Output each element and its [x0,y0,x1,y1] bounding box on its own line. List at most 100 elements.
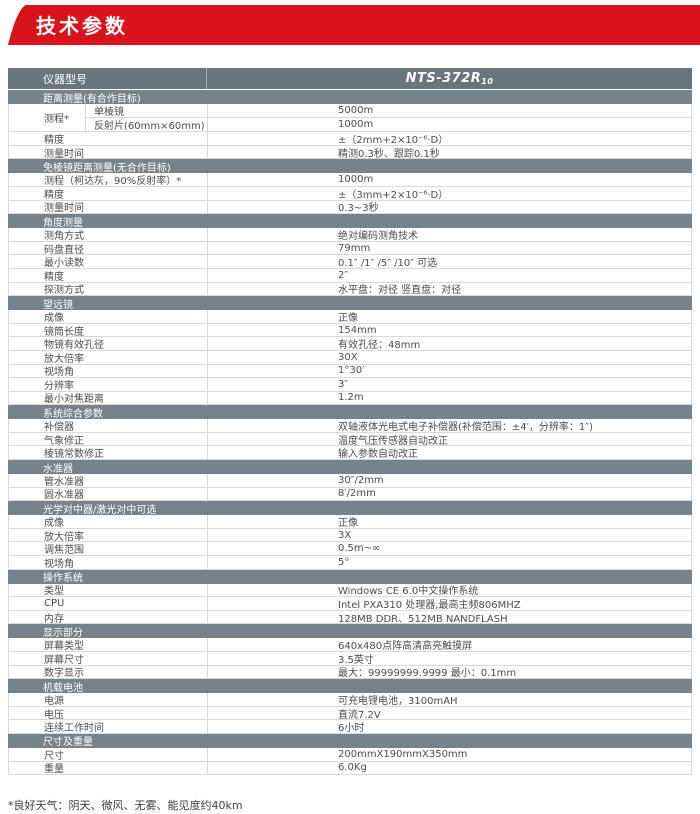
spec-value: ±（2mm+2×10⁻⁶·D） [338,134,449,145]
spec-label: 放大倍率 [9,350,208,364]
spec-value: 输入参数自动改正 [338,449,418,460]
spec-subrow: 单棱镜 5000m [86,104,691,118]
spec-value: 绝对编码测角技术 [338,230,418,241]
spec-row: CPU Intel PXA310 处理器,最高主频806MHZ [8,597,692,611]
spec-value: 精测0.3秒、跟踪0.1秒 [338,148,440,159]
spec-label: 码盘直径 [9,241,208,255]
table-header-row: 仪器型号 NTS-372R 10 [8,68,692,89]
spec-label: 物镜有效孔径 [9,337,208,350]
spec-row: 视场角 5° [8,556,692,570]
spec-value: 1000m [338,174,374,186]
spec-label: 最小读数 [9,255,208,268]
spec-label: 屏幕尺寸 [9,652,208,665]
spec-row: 测量时间 0.3~3秒 [8,200,692,215]
spec-label: 圆水准器 [9,487,208,501]
spec-value: 6小时 [338,723,365,733]
spec-row: 最小读数 0.1″ /1″ /5″ /10″ 可选 [8,255,692,269]
section-header: 望远镜 [8,296,692,311]
spec-row: 镜筒长度 154mm [8,323,692,338]
spec-row: 放大倍率 3X [8,528,692,543]
spec-label: 成像 [9,310,208,323]
spec-row: 圆水准器 8′/2mm [8,487,692,502]
spec-value: 3″ [338,378,349,390]
spec-label: 电压 [9,706,208,720]
spec-value: 3X [338,529,352,541]
spec-label: 调焦范围 [9,542,208,556]
spec-row: 物镜有效孔径 有效孔径：48mm [8,337,692,351]
spec-label: 测程（柯达灰，90%反射率）* [9,173,208,186]
spec-row: 分辨率 3″ [8,378,692,392]
spec-row: 连续工作时间 6小时 [8,720,692,734]
spec-label: 镜筒长度 [9,323,208,337]
spec-value: 5° [338,556,350,568]
spec-row: 精度 2″ [8,268,692,283]
spec-value: 0.1″ /1″ /5″ /10″ 可选 [338,258,438,268]
spec-sublabel: 单棱镜 [86,104,208,118]
spec-value: 水平盘：对径 竖直盘：对径 [338,285,462,296]
spec-row: 管水准器 30″/2mm [8,474,692,488]
spec-row: 测角方式 绝对编码测角技术 [8,228,692,242]
spec-label: 棱镜常数修正 [9,446,208,460]
spec-row: 调焦范围 0.5m~∞ [8,542,692,557]
spec-row: 最小对焦距离 1.2m [8,391,692,406]
spec-row: 气象修正 温度气压传感器自动改正 [8,432,692,447]
spec-value: 温度气压传感器自动改正 [338,435,448,446]
spec-value: 30″/2mm [338,474,384,486]
section-header: 操作系统 [8,569,692,584]
spec-label: 最小对焦距离 [9,391,208,405]
spec-row: 码盘直径 79mm [8,241,692,256]
spec-row: 类型 Windows CE 6.0中文操作系统 [8,583,692,598]
spec-row: 测程（柯达灰，90%反射率）* 1000m [8,173,692,187]
spec-row: 屏幕类型 640x480点阵高清高亮触摸屏 [8,638,692,652]
model-name-cell: NTS-372R 10 [207,68,692,89]
spec-row: 屏幕尺寸 3.5英寸 [8,652,692,666]
spec-label: 管水准器 [9,474,208,487]
section-header: 角度测量 [8,214,692,229]
spec-value: 0.5m~∞ [338,543,381,555]
spec-row: 探测方式 水平盘：对径 竖直盘：对径 [8,282,692,297]
spec-value: 79mm [338,242,371,254]
spec-value: 双轴液体光电式电子补偿器(补偿范围：±4′，分辨率：1″) [338,422,593,432]
section-header: 水准器 [8,460,692,475]
section-header: 显示部分 [8,624,692,639]
spec-label: 补偿器 [9,419,208,432]
spec-row: 电源 可充电锂电池，3100mAH [8,693,692,707]
section-header: 免棱镜距离测量(无合作目标) [8,159,692,174]
spec-label: 精度 [9,186,208,200]
section-header: 光学对中器/激光对中可选 [8,501,692,516]
spec-value: 30X [338,351,358,363]
spec-label: 分辨率 [9,378,208,391]
spec-row: 成像 正像 [8,310,692,324]
spec-label: 数字显示 [9,665,208,679]
spec-value: 直流7.2V [338,709,381,720]
spec-subrow: 反射片(60mm×60mm) 1000m [86,117,691,132]
model-name: NTS-372R [405,71,482,86]
spec-row: 电压 直流7.2V [8,706,692,721]
spec-value: 6.0Kg [338,762,367,774]
spec-value: 1000m [338,118,374,130]
spec-value: 1.2m [338,392,364,404]
spec-label: 精度 [9,132,208,145]
spec-group-row: 测程* 单棱镜 5000m 反射片(60mm×60mm) 1000m [8,104,692,133]
spec-value: 128MB DDR、512MB NANDFLASH [338,613,508,624]
spec-row: 棱镜常数修正 输入参数自动改正 [8,446,692,461]
spec-label: 放大倍率 [9,528,208,542]
spec-value: 正像 [338,518,358,528]
spec-value: 8′/2mm [338,488,376,500]
model-label-cell: 仪器型号 [8,68,207,89]
spec-table: 仪器型号 NTS-372R 10 距离测量(有合作目标) 测程* 单棱镜 5000m 反射… [8,68,692,776]
spec-subrows: 单棱镜 5000m 反射片(60mm×60mm) 1000m [86,104,691,132]
spec-label: 测量时间 [9,145,208,159]
spec-label: 屏幕类型 [9,638,208,651]
spec-row: 尺寸 200mmX190mmX350mm [8,747,692,762]
spec-label: CPU [9,597,208,610]
spec-value: Intel PXA310 处理器,最高主频806MHZ [338,600,521,610]
spec-value: 5000m [338,104,374,116]
section-header: 机载电池 [8,679,692,694]
spec-value: ±（3mm+2×10⁻⁶·D） [338,189,449,200]
spec-row: 重量 6.0Kg [8,761,692,776]
spec-label: 探测方式 [9,282,208,296]
spec-label: 精度 [9,268,208,282]
spec-label: 电源 [9,693,208,706]
spec-row: 成像 正像 [8,515,692,529]
